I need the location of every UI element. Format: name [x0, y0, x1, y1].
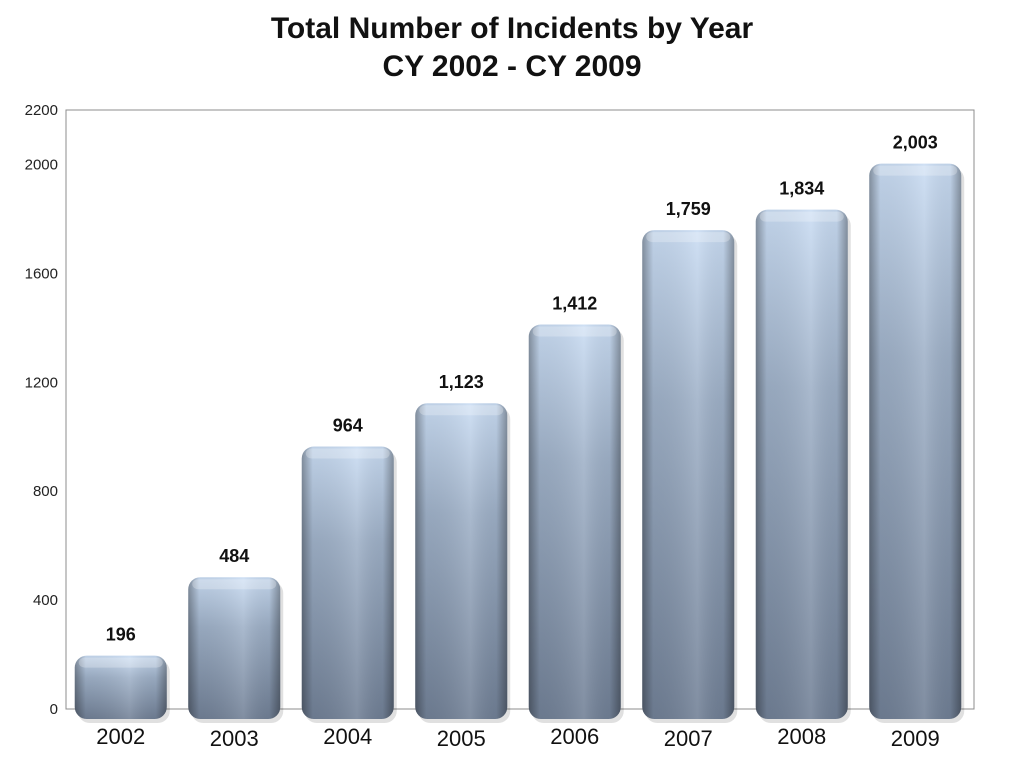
bar-highlight [192, 579, 277, 590]
data-label: 1,123 [439, 372, 484, 392]
data-label: 964 [333, 416, 363, 436]
data-label: 1,759 [666, 199, 711, 219]
x-tick-label: 2002 [96, 724, 145, 749]
chart-subtitle: CY 2002 - CY 2009 [382, 50, 642, 83]
data-label: 2,003 [893, 133, 938, 153]
bar-shading [188, 577, 281, 719]
x-tick-label: 2005 [437, 726, 486, 751]
bar-highlight [759, 211, 844, 222]
bar [188, 577, 284, 723]
y-tick-label: 1200 [25, 374, 58, 391]
bar-shading [301, 446, 394, 719]
data-label: 1,834 [779, 179, 824, 199]
x-tick-label: 2003 [210, 726, 259, 751]
data-label: 1,412 [552, 294, 597, 314]
bar-shading [528, 324, 621, 719]
bar [528, 324, 624, 723]
data-label: 196 [106, 625, 136, 645]
plot-frame [65, 109, 975, 710]
bar-shading [869, 163, 962, 720]
y-tick-label: 2200 [25, 102, 58, 119]
bar [755, 209, 851, 723]
x-tick-label: 2006 [550, 724, 599, 749]
bar [869, 163, 965, 724]
bar-highlight [873, 165, 958, 176]
y-axis: 0 400 800 1200 1600 2000 2200 [25, 102, 58, 718]
y-tick-label: 2000 [25, 156, 58, 173]
y-tick-label: 0 [50, 701, 58, 718]
x-tick-label: 2007 [664, 726, 713, 751]
x-tick-label: 2008 [777, 724, 826, 749]
bar-shading [415, 403, 508, 719]
x-axis: 2002 2003 2004 2005 2006 2007 2008 2009 [96, 724, 939, 751]
bar-shading [74, 655, 167, 719]
y-tick-label: 1600 [25, 265, 58, 282]
chart-title: Total Number of Incidents by Year [270, 12, 754, 45]
bar-shading [642, 230, 735, 719]
x-tick-label: 2009 [891, 726, 940, 751]
data-label: 484 [219, 546, 249, 566]
bar-series [74, 163, 965, 724]
bar [74, 655, 170, 723]
bar-highlight [646, 232, 731, 243]
bar [301, 446, 397, 723]
bar-shading [755, 209, 848, 719]
bar-highlight [532, 326, 617, 337]
bar-highlight [78, 657, 163, 668]
bar [642, 230, 738, 723]
bar-highlight [419, 405, 504, 416]
bar [415, 403, 511, 723]
bar-highlight [305, 448, 390, 459]
x-tick-label: 2004 [323, 724, 372, 749]
y-tick-label: 400 [33, 592, 58, 609]
data-labels: 196 484 964 1,123 1,412 1,759 1,834 2,003 [106, 133, 938, 645]
y-tick-label: 800 [33, 483, 58, 500]
